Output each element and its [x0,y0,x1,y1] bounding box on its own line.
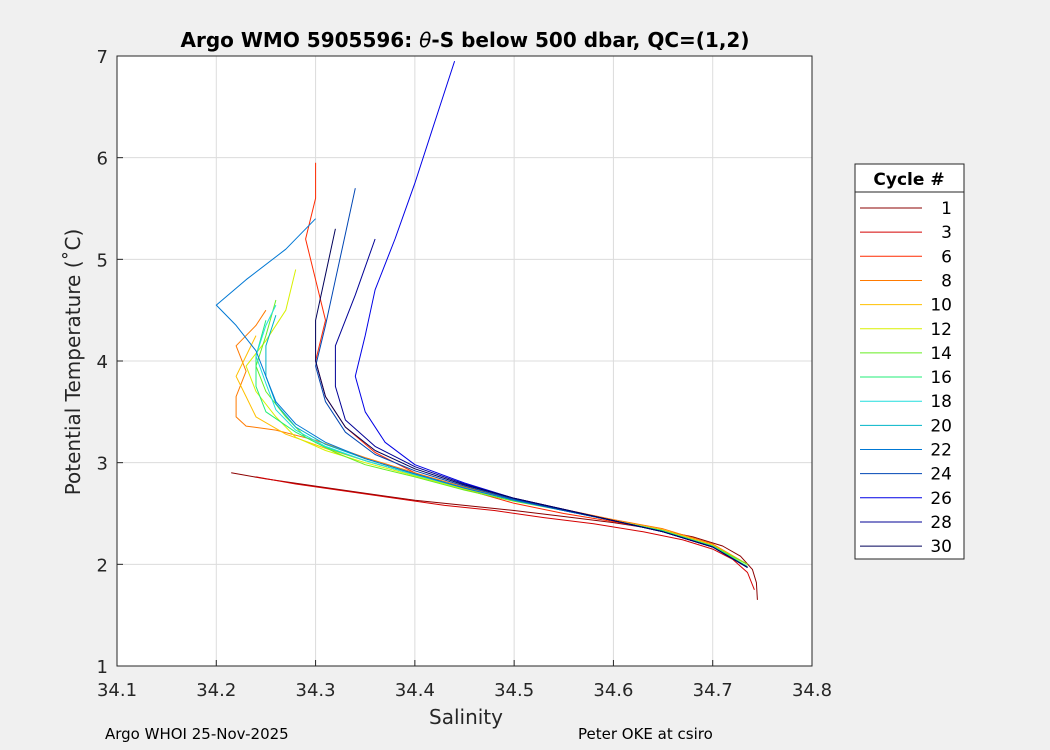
legend-box [854,163,965,560]
series-lines [215,60,758,600]
x-tick-label: 34.7 [693,680,733,701]
chart-title-prefix: Argo WMO 5905596: [181,28,420,52]
x-tick-label: 34.8 [792,680,832,701]
y-tick-label: 1 [97,657,108,678]
x-tick-label: 34.2 [196,680,236,701]
y-tick-label: 4 [97,352,108,373]
legend-label-cycle-26: 26 [930,489,952,509]
y-tick-label: 7 [97,47,108,68]
series-line-cycle-3 [255,476,755,590]
legend-entries: 1 3 6 8 10 12 14 16 18 20 22 24 26 28 30 [860,199,952,557]
legend-label-cycle-1: 1 [941,199,952,219]
series-line-cycle-30 [315,228,748,568]
legend-label-cycle-8: 8 [941,271,952,291]
series-line-cycle-1 [231,472,758,600]
legend-label-cycle-28: 28 [930,513,952,533]
legend-label-cycle-20: 20 [930,416,952,436]
legend-label-cycle-6: 6 [941,247,952,267]
legend-label-cycle-22: 22 [930,441,952,461]
y-tick-label: 5 [97,250,108,271]
chart-title-suffix: -S below 500 dbar, QC=(1,2) [431,28,749,52]
legend-label-cycle-10: 10 [930,296,952,316]
axis-ticks: 34.1 34.2 34.3 34.4 34.5 34.6 34.7 34.8 1 2 3 4 5 6 7 [97,47,832,701]
chart-title: Argo WMO 5905596: θ-S below 500 dbar, QC… [181,28,750,52]
legend-label-cycle-14: 14 [930,344,952,364]
legend-label-cycle-24: 24 [930,465,952,485]
x-tick-label: 34.1 [97,680,137,701]
legend-label-cycle-16: 16 [930,368,952,388]
legend: Cycle # 1 3 6 8 10 12 14 16 18 20 22 24 26 28 30 [854,163,965,560]
footer-author: Peter OKE at csiro [578,725,713,743]
footer-source-date: Argo WHOI 25-Nov-2025 [105,725,289,743]
y-tick-label: 2 [97,555,108,576]
y-tick-label: 3 [97,454,108,475]
y-tick-label: 6 [97,149,108,170]
x-tick-label: 34.4 [395,680,435,701]
legend-label-cycle-30: 30 [930,537,952,557]
y-axis-label: Potential Temperature (˚C) [61,229,85,496]
x-tick-label: 34.5 [494,680,534,701]
x-tick-label: 34.6 [593,680,633,701]
legend-label-cycle-12: 12 [930,320,952,340]
legend-label-cycle-3: 3 [941,223,952,243]
legend-label-cycle-18: 18 [930,392,952,412]
chart-title-theta: θ [419,28,431,52]
legend-title: Cycle # [873,170,944,190]
x-axis-label: Salinity [429,705,503,729]
x-tick-label: 34.3 [296,680,336,701]
